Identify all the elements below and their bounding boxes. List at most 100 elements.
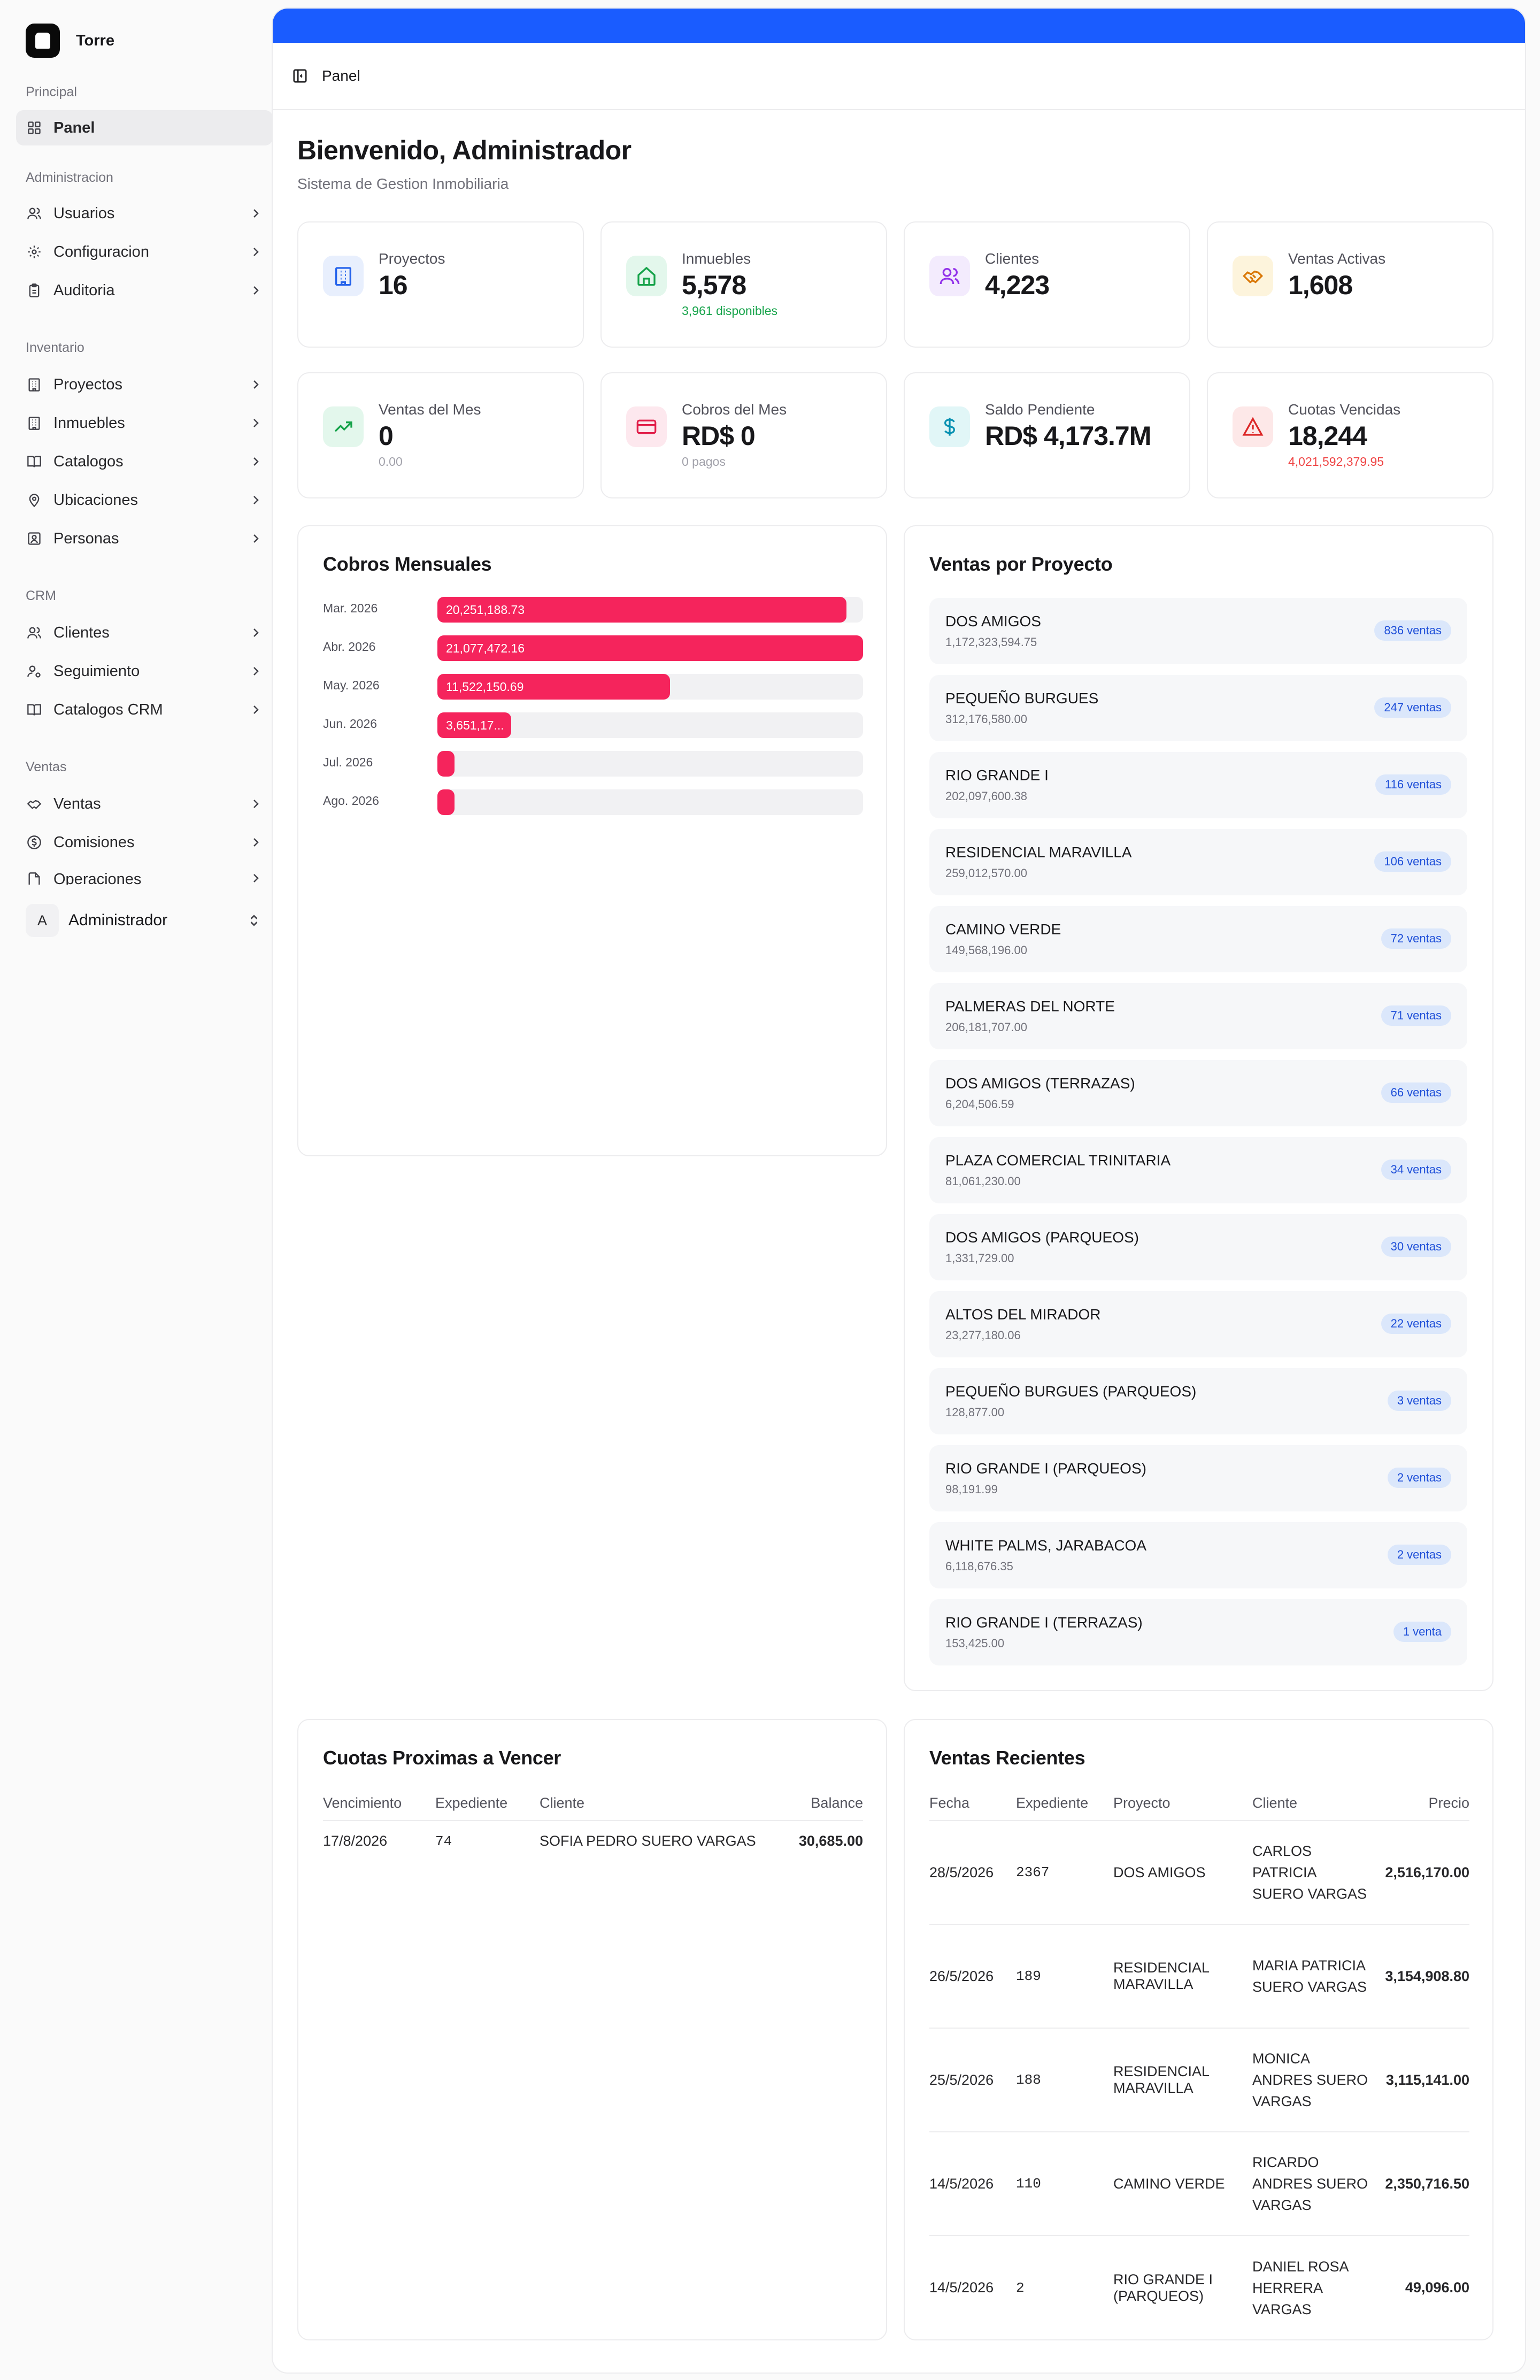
chevron-right-icon — [253, 457, 259, 466]
column-header: Expediente — [1016, 1786, 1113, 1821]
sales-count-badge: 71 ventas — [1381, 1005, 1451, 1026]
chevron-right-icon — [253, 286, 259, 295]
list-item[interactable]: RESIDENCIAL MARAVILLA 259,012,570.00 106 v… — [929, 829, 1467, 895]
bar-row: Jun. 2026 3,651,17... — [323, 712, 863, 738]
credit-card-icon — [626, 406, 667, 447]
sidebar-item-label: Personas — [53, 529, 119, 547]
list-item[interactable]: PEQUEÑO BURGUES 312,176,580.00 247 ventas — [929, 675, 1467, 741]
chevron-right-icon — [253, 380, 259, 389]
cell-expediente: 188 — [1016, 2028, 1113, 2132]
cuotas-table: Vencimiento Expediente Cliente Balance 1… — [323, 1786, 863, 1861]
stat-card-ventas-activas: Ventas Activas 1,608 — [1207, 221, 1493, 348]
list-item[interactable]: RIO GRANDE I (PARQUEOS) 98,191.99 2 ventas — [929, 1445, 1467, 1511]
bar[interactable]: 20,251,188.73 — [437, 597, 846, 623]
main-panel: Panel Bienvenido, Administrador Sistema … — [273, 9, 1525, 2373]
table-row[interactable]: 28/5/2026 2367 DOS AMIGOS CARLOS PATRICIA S… — [929, 1821, 1469, 1924]
bar[interactable] — [437, 751, 455, 777]
list-item[interactable]: ALTOS DEL MIRADOR 23,277,180.06 22 ventas — [929, 1291, 1467, 1357]
brand[interactable]: Torre — [26, 24, 114, 58]
alert-triangle-icon — [1233, 406, 1273, 447]
stat-value: 0 — [379, 421, 394, 451]
cell-vencimiento: 17/8/2026 — [323, 1833, 388, 1849]
dashboard-icon — [26, 119, 43, 136]
bar[interactable]: 21,077,472.16 — [437, 635, 863, 661]
list-item[interactable]: RIO GRANDE I (TERRAZAS) 153,425.00 1 venta — [929, 1599, 1467, 1665]
sidebar-item-panel[interactable]: Panel — [16, 110, 273, 145]
sidebar-item-usuarios[interactable]: Usuarios — [16, 196, 273, 231]
sidebar-item-catalogos-crm[interactable]: Catalogos CRM — [16, 692, 273, 727]
project-name: PALMERAS DEL NORTE — [945, 998, 1115, 1015]
sidebar-item-label: Clientes — [53, 624, 110, 641]
table-row[interactable]: 14/5/2026 110 CAMINO VERDE RICARDO ANDRES S… — [929, 2131, 1469, 2236]
sidebar-item-operaciones[interactable]: Operaciones — [16, 863, 273, 885]
stat-card-saldo-pendiente: Saldo Pendiente RD$ 4,173.7M — [904, 372, 1190, 498]
stat-label: Ventas Activas — [1288, 250, 1386, 267]
sidebar-item-label: Inmuebles — [53, 414, 125, 432]
stat-value: 16 — [379, 270, 408, 300]
sidebar-item-personas[interactable]: Personas — [16, 521, 273, 556]
sidebar-item-label: Seguimiento — [53, 662, 140, 680]
sidebar-item-proyectos[interactable]: Proyectos — [16, 367, 273, 402]
list-item[interactable]: PLAZA COMERCIAL TRINITARIA 81,061,230.00 3… — [929, 1137, 1467, 1203]
bar[interactable]: 11,522,150.69 — [437, 674, 670, 700]
bar-row: May. 2026 11,522,150.69 — [323, 674, 863, 700]
sidebar-item-label: Panel — [53, 119, 95, 136]
user-cog-icon — [26, 663, 43, 680]
table-row[interactable]: 26/5/2026 189 RESIDENCIAL MARAVILLA MARIA P… — [929, 1924, 1469, 2028]
chevron-right-icon — [253, 838, 259, 847]
table-row[interactable]: 14/5/2026 2 RIO GRANDE I (PARQUEOS) DANIEL … — [929, 2235, 1469, 2339]
bar[interactable]: 3,651,17... — [437, 712, 511, 738]
sidebar-item-auditoria[interactable]: Auditoria — [16, 273, 273, 308]
cell-balance: 30,685.00 — [798, 1833, 863, 1849]
cell-precio: 3,154,908.80 — [1370, 1924, 1469, 2028]
list-item[interactable]: CAMINO VERDE 149,568,196.00 72 ventas — [929, 906, 1467, 972]
user-name: Administrador — [68, 911, 168, 929]
sidebar-item-label: Ventas — [53, 795, 101, 812]
cell-cliente: MARIA PATRICIA SUERO VARGAS — [1252, 1924, 1370, 2028]
project-amount: 23,277,180.06 — [945, 1329, 1021, 1342]
bar-category-label: May. 2026 — [323, 678, 380, 692]
sidebar-item-label: Comisiones — [53, 833, 135, 851]
column-header: Cliente — [1252, 1786, 1370, 1821]
sidebar-item-inmuebles[interactable]: Inmuebles — [16, 405, 273, 441]
bar[interactable] — [437, 789, 455, 815]
table-row[interactable]: 25/5/2026 188 RESIDENCIAL MARAVILLA MONICA … — [929, 2028, 1469, 2132]
stat-sub: 4,021,592,379.95 — [1288, 455, 1384, 469]
sidebar-item-configuracion[interactable]: Configuracion — [16, 234, 273, 270]
sidebar-item-clientes[interactable]: Clientes — [16, 615, 273, 650]
sales-count-badge: 116 ventas — [1375, 774, 1451, 795]
cell-cliente: MONICA ANDRES SUERO VARGAS — [1252, 2028, 1370, 2132]
sidebar-item-comisiones[interactable]: Comisiones — [16, 825, 273, 860]
chevron-right-icon — [253, 667, 259, 675]
sidebar-toggle-icon[interactable] — [291, 67, 309, 85]
chevron-right-icon — [253, 496, 259, 504]
table-row[interactable]: 17/8/2026 74 SOFIA PEDRO SUERO VARGAS 30… — [323, 1821, 863, 1861]
list-item[interactable]: DOS AMIGOS 1,172,323,594.75 836 ventas — [929, 598, 1467, 664]
list-item[interactable]: PEQUEÑO BURGUES (PARQUEOS) 128,877.00 3 ve… — [929, 1368, 1467, 1434]
stat-sub: 0 pagos — [682, 455, 726, 469]
user-menu[interactable]: A Administrador — [26, 903, 266, 938]
sidebar-item-ventas[interactable]: Ventas — [16, 786, 273, 822]
project-amount: 98,191.99 — [945, 1483, 998, 1496]
bar-category-label: Abr. 2026 — [323, 640, 376, 654]
list-item[interactable]: DOS AMIGOS (PARQUEOS) 1,331,729.00 30 vent… — [929, 1214, 1467, 1280]
sidebar-item-ubicaciones[interactable]: Ubicaciones — [16, 482, 273, 518]
page-title: Bienvenido, Administrador — [297, 135, 632, 165]
trending-up-icon — [323, 406, 364, 447]
ventas-recientes-table: Fecha Expediente Proyecto Cliente Precio… — [929, 1786, 1469, 2339]
stat-card-cuotas-vencidas: Cuotas Vencidas 18,244 4,021,592,379.95 — [1207, 372, 1493, 498]
project-name: ALTOS DEL MIRADOR — [945, 1306, 1101, 1323]
list-item[interactable]: WHITE PALMS, JARABACOA 6,118,676.35 2 vent… — [929, 1522, 1467, 1588]
list-item[interactable]: PALMERAS DEL NORTE 206,181,707.00 71 venta… — [929, 983, 1467, 1049]
project-name: RIO GRANDE I (PARQUEOS) — [945, 1460, 1146, 1477]
chevrons-up-down-icon — [250, 915, 258, 926]
card-title: Cobros Mensuales — [323, 553, 492, 575]
list-item[interactable]: DOS AMIGOS (TERRAZAS) 6,204,506.59 66 vent… — [929, 1060, 1467, 1126]
bar-category-label: Mar. 2026 — [323, 601, 378, 615]
avatar: A — [26, 904, 59, 937]
sidebar-item-catalogos[interactable]: Catalogos — [16, 444, 273, 479]
breadcrumb[interactable]: Panel — [322, 67, 360, 84]
list-item[interactable]: RIO GRANDE I 202,097,600.38 116 ventas — [929, 752, 1467, 818]
sidebar-item-seguimiento[interactable]: Seguimiento — [16, 654, 273, 689]
stat-card-ventas-mes: Ventas del Mes 0 0.00 — [297, 372, 584, 498]
